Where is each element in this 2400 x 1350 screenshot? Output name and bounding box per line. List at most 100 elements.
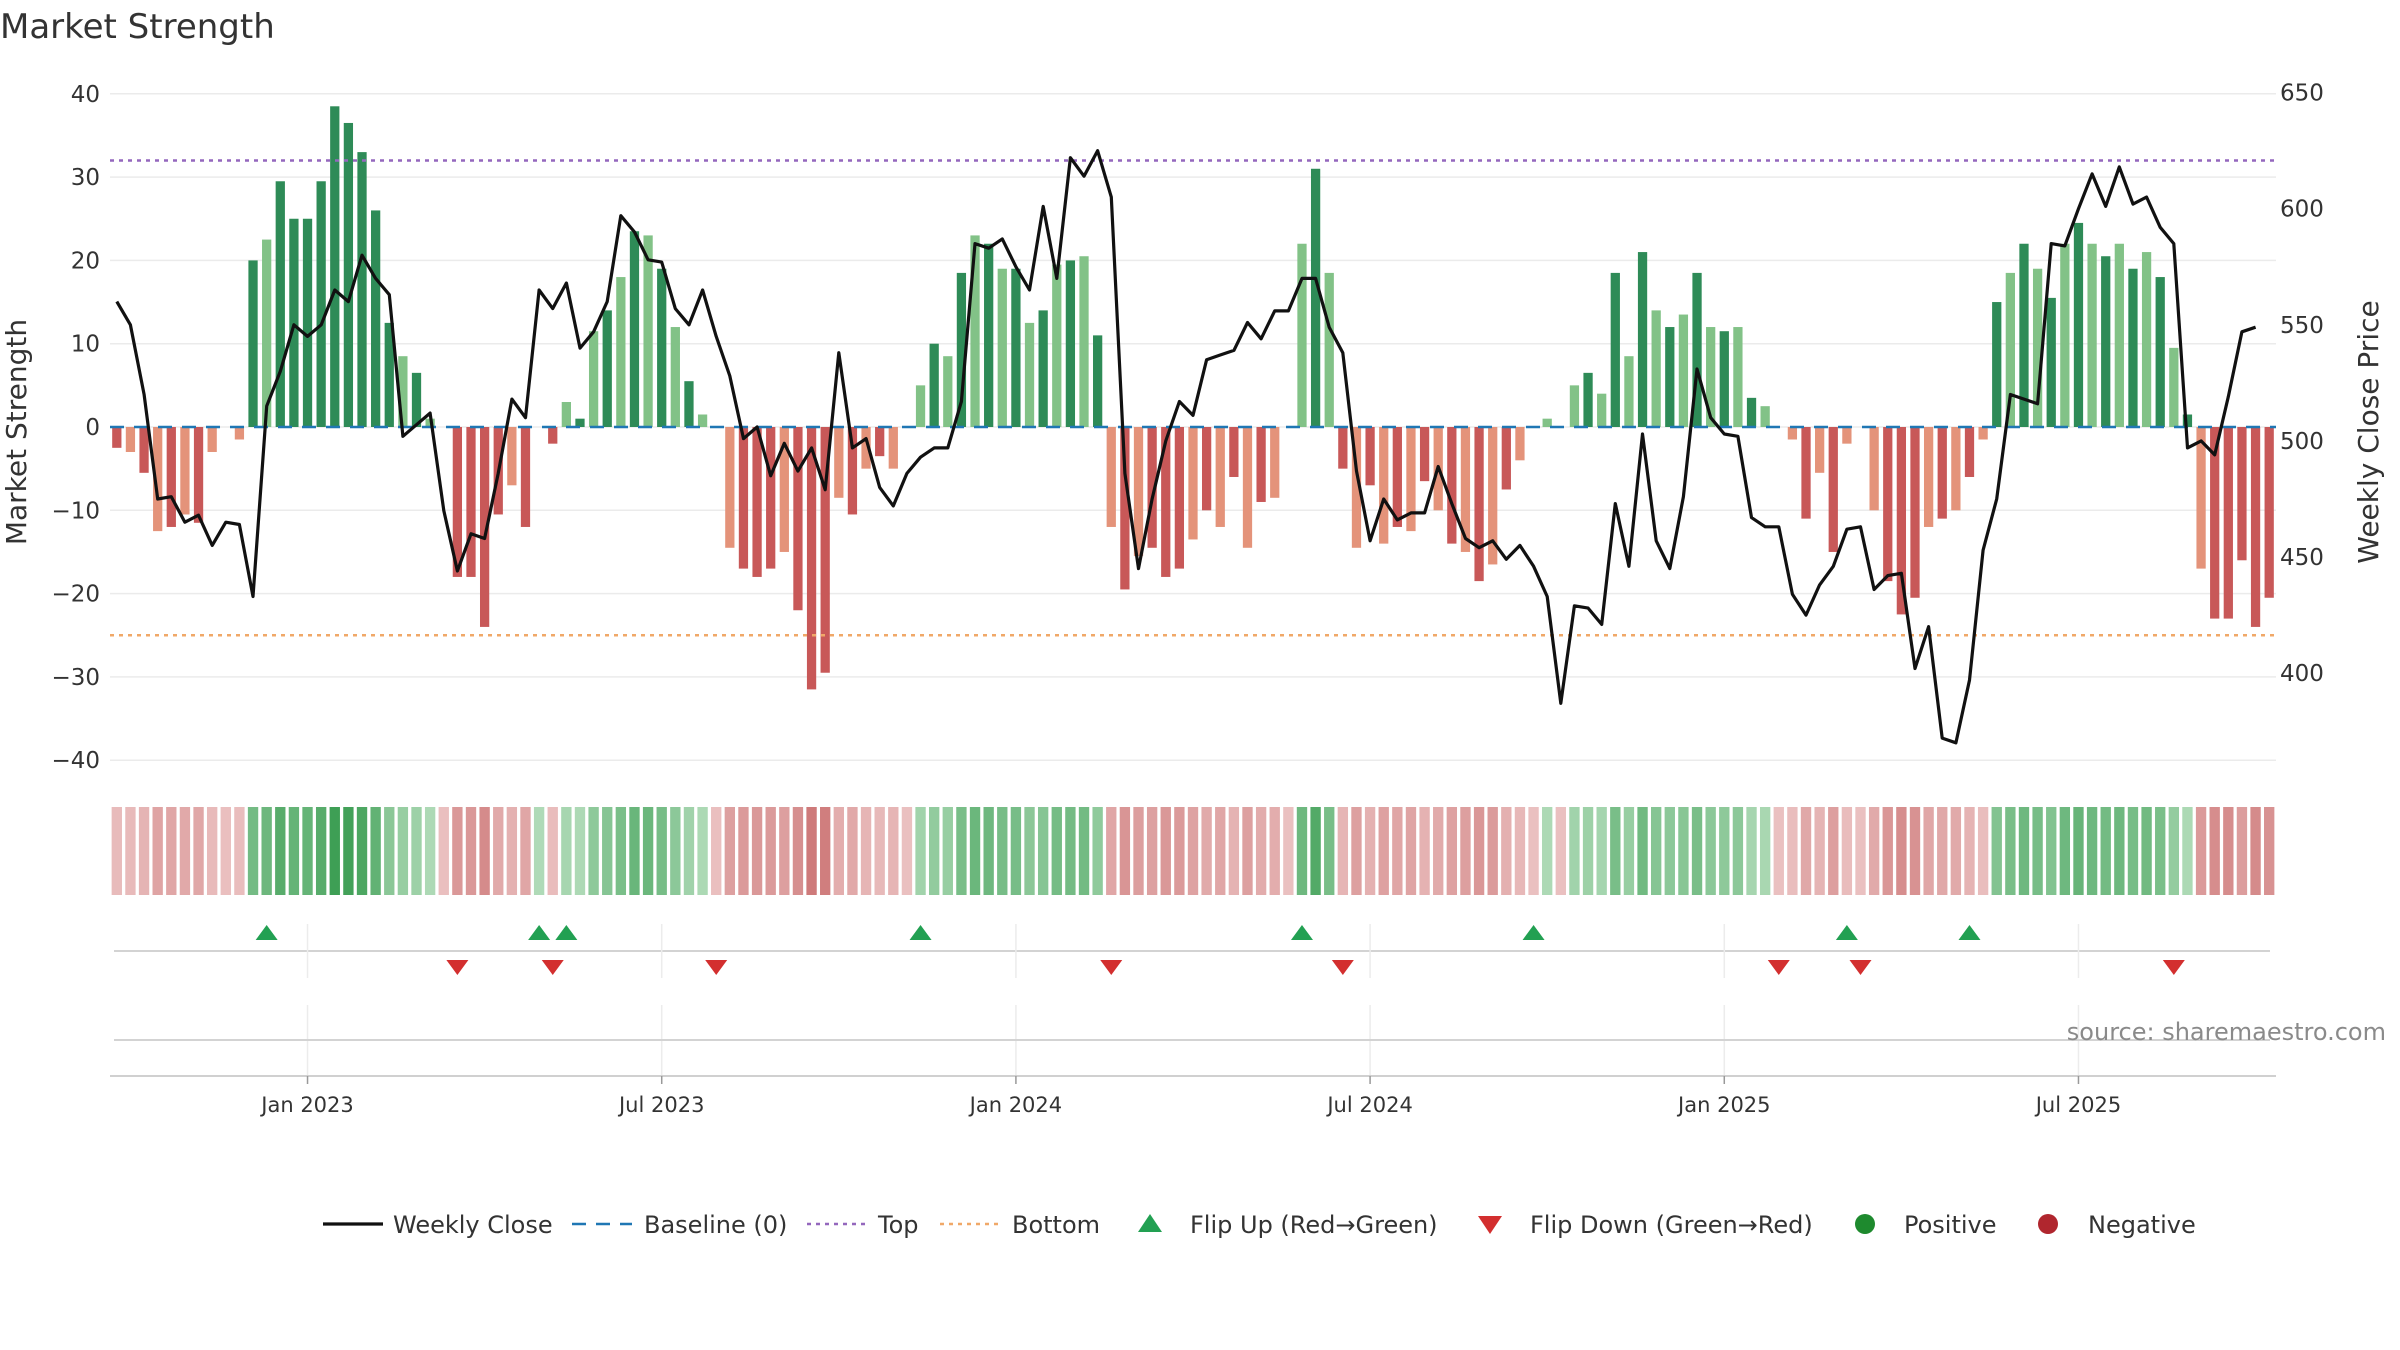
strip-cell bbox=[738, 807, 749, 895]
strength-bar bbox=[180, 427, 190, 515]
strength-bar bbox=[1637, 252, 1648, 427]
strip-cell bbox=[533, 807, 545, 895]
strip-cell bbox=[506, 807, 518, 895]
strength-bar bbox=[1256, 427, 1266, 502]
flip-up-marker bbox=[528, 925, 551, 940]
strip-cell bbox=[1814, 807, 1825, 895]
strength-bar bbox=[1706, 327, 1716, 427]
strip-cell bbox=[1215, 807, 1226, 895]
strength-bar bbox=[548, 427, 558, 444]
strip-cell bbox=[697, 807, 708, 895]
strength-bar bbox=[2237, 427, 2247, 561]
strip-cell bbox=[574, 807, 586, 895]
legend-item: Flip Up (Red→Green) bbox=[1138, 1211, 1438, 1239]
flip-down-marker bbox=[1849, 960, 1872, 975]
strip-cell bbox=[302, 807, 313, 895]
strip-cell bbox=[1242, 807, 1253, 895]
flip-up-marker bbox=[255, 925, 278, 940]
strip-cell bbox=[1024, 807, 1035, 895]
strength-bar bbox=[1242, 427, 1253, 548]
strength-bar bbox=[1787, 427, 1798, 440]
strip-cell bbox=[847, 807, 858, 895]
close-price-polyline bbox=[115, 149, 2257, 745]
strip-cell bbox=[384, 807, 395, 895]
strength-bar bbox=[2196, 427, 2206, 569]
strength-bar bbox=[1992, 302, 2002, 427]
strip-cell bbox=[1773, 807, 1784, 895]
strength-bar bbox=[1052, 264, 1062, 427]
strength-bar bbox=[411, 372, 422, 427]
strength-bar bbox=[1733, 327, 1743, 427]
x-tick-label: Jul 2025 bbox=[2034, 1093, 2121, 1117]
strength-bar bbox=[984, 243, 994, 427]
strip-cell bbox=[1119, 807, 1131, 895]
strip-cell bbox=[588, 807, 599, 895]
y2-tick-label: 600 bbox=[2280, 197, 2324, 223]
strength-bar bbox=[166, 427, 176, 527]
flip-down-marker bbox=[446, 960, 469, 975]
strength-bar bbox=[275, 181, 285, 427]
strength-bar bbox=[2005, 272, 2015, 427]
strip-cell bbox=[1732, 807, 1744, 895]
legend-label: Flip Down (Green→Red) bbox=[1530, 1211, 1813, 1239]
legend-swatch-flip-up bbox=[1138, 1214, 1162, 1232]
strip-cell bbox=[288, 807, 300, 895]
strength-bar bbox=[2182, 414, 2193, 427]
right-axis-ticks: 650 600 550 500 450 400 bbox=[2280, 81, 2324, 687]
strength-bar bbox=[1079, 256, 1089, 427]
strip-cell bbox=[1187, 807, 1199, 895]
strength-bar bbox=[657, 268, 667, 427]
strip-cell bbox=[2141, 807, 2152, 895]
strip-cell bbox=[1909, 807, 1921, 895]
strength-bar bbox=[643, 235, 653, 427]
flip-markers-panel bbox=[114, 924, 2270, 978]
strength-bar bbox=[1174, 427, 1185, 569]
strength-bar bbox=[1379, 427, 1389, 544]
strip-cell bbox=[1446, 807, 1458, 895]
heat-strip bbox=[111, 807, 2275, 895]
strip-cell bbox=[1787, 807, 1798, 895]
strength-bar bbox=[2155, 277, 2165, 427]
strength-bar bbox=[1501, 427, 1511, 490]
strip-cell bbox=[1964, 807, 1975, 895]
strength-bar bbox=[2210, 427, 2220, 619]
strip-cell bbox=[656, 807, 667, 895]
strip-cell bbox=[1828, 807, 1839, 895]
strip-cell bbox=[2209, 807, 2220, 895]
strip-cell bbox=[261, 807, 272, 895]
strength-bar bbox=[834, 427, 844, 498]
strip-cell bbox=[724, 807, 736, 895]
strength-bar bbox=[1597, 393, 1607, 427]
y-tick-label: 0 bbox=[85, 415, 100, 441]
strip-cell bbox=[193, 807, 204, 895]
strip-cell bbox=[1555, 807, 1566, 895]
strip-cell bbox=[1351, 807, 1362, 895]
legend-swatch-negative bbox=[2038, 1214, 2058, 1234]
strength-bar bbox=[1692, 272, 1702, 427]
flip-up-marker bbox=[1522, 925, 1545, 940]
strength-bar bbox=[725, 427, 735, 548]
strength-bar bbox=[1365, 427, 1375, 486]
strength-bar bbox=[343, 122, 354, 427]
strip-cell bbox=[1868, 807, 1880, 895]
strength-bar bbox=[234, 427, 245, 440]
strip-cell bbox=[179, 807, 191, 895]
strip-cell bbox=[356, 807, 368, 895]
strength-bar bbox=[1828, 427, 1838, 552]
strength-bar bbox=[1147, 427, 1157, 548]
x-axis-ticks: Jan 2023 Jul 2023 Jan 2024 Jul 2024 Jan 2025… bbox=[259, 1076, 2121, 1117]
strip-cell bbox=[983, 807, 994, 895]
strength-bar bbox=[1188, 427, 1198, 540]
strength-bar bbox=[2060, 243, 2070, 427]
flip-down-marker bbox=[2162, 960, 2185, 975]
y2-tick-label: 650 bbox=[2280, 81, 2324, 107]
strip-cell bbox=[1078, 807, 1090, 895]
strip-cell bbox=[888, 807, 899, 895]
strip-cell bbox=[1637, 807, 1648, 895]
strength-bar bbox=[1229, 427, 1239, 477]
strength-bar bbox=[384, 322, 394, 427]
flip-down-marker bbox=[705, 960, 728, 975]
strength-bar bbox=[929, 343, 939, 427]
strip-cell bbox=[2223, 807, 2234, 895]
strength-bar bbox=[1201, 427, 1212, 511]
